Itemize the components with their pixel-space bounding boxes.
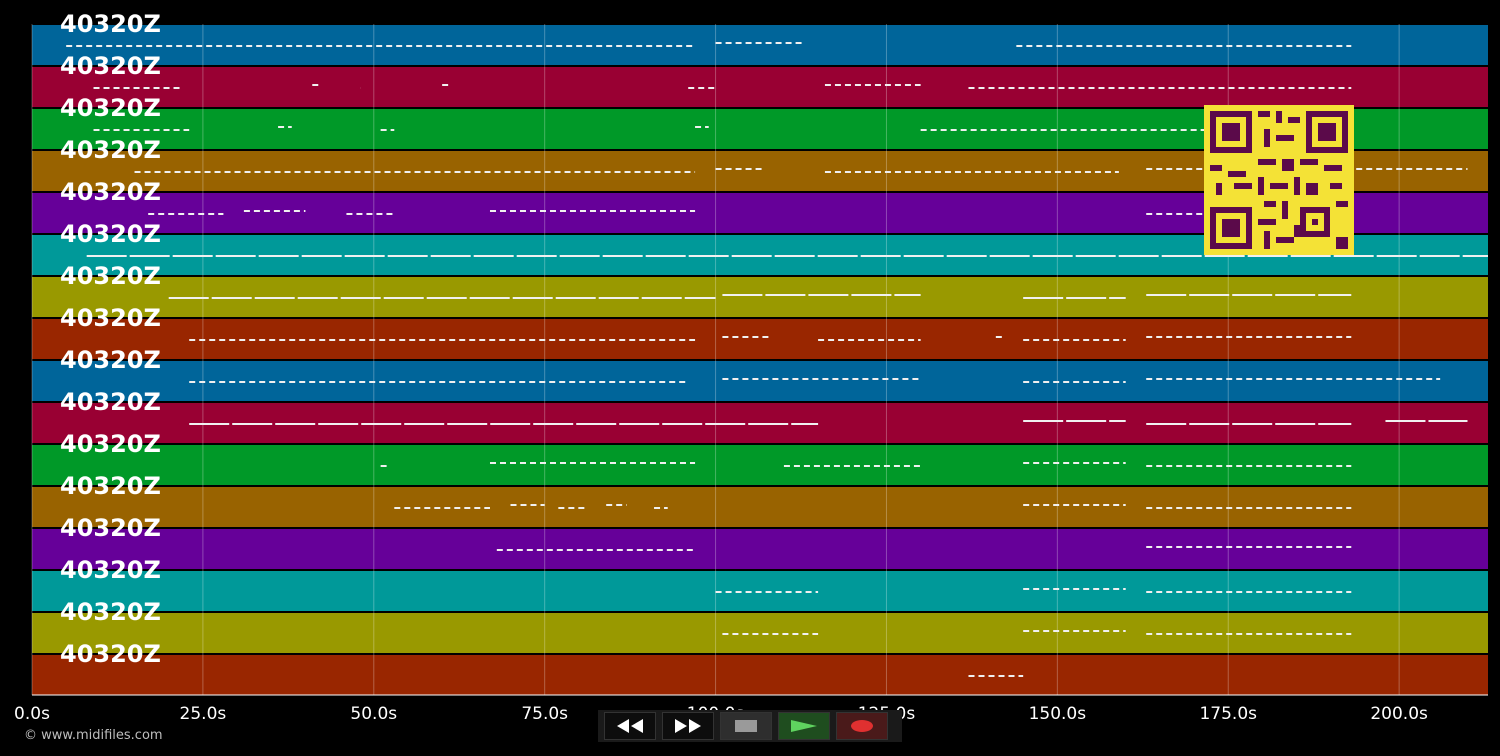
time-tick-label: 0.0s [14, 704, 50, 724]
time-tick-label: 50.0s [350, 704, 398, 724]
time-tick-label: 75.0s [521, 704, 569, 724]
rewind-icon [617, 719, 643, 733]
stop-icon [735, 720, 757, 732]
play-icon [791, 720, 817, 732]
qr-code [1204, 105, 1354, 255]
track-lane [32, 67, 1488, 107]
track-label: 40320Z [60, 598, 161, 626]
transport-controls [598, 710, 902, 742]
track-label: 40320Z [60, 52, 161, 80]
track-label: 40320Z [60, 640, 161, 668]
track-label: 40320Z [60, 556, 161, 584]
track-label: 40320Z [60, 430, 161, 458]
time-tick-label: 175.0s [1199, 704, 1257, 724]
track-lane [32, 487, 1488, 527]
track-label: 40320Z [60, 136, 161, 164]
qr-code-image [1210, 111, 1348, 249]
track-label: 40320Z [60, 388, 161, 416]
fast-forward-icon [675, 719, 701, 733]
track-label: 40320Z [60, 346, 161, 374]
track-label: 40320Z [60, 220, 161, 248]
record-icon [851, 720, 873, 732]
track-lane [32, 613, 1488, 653]
track-label: 40320Z [60, 10, 161, 38]
track-label: 40320Z [60, 262, 161, 290]
play-button[interactable] [778, 712, 830, 740]
fast-forward-button[interactable] [662, 712, 714, 740]
track-label: 40320Z [60, 178, 161, 206]
track-lane [32, 529, 1488, 569]
track-lane [32, 655, 1488, 695]
track-label: 40320Z [60, 472, 161, 500]
stop-button[interactable] [720, 712, 772, 740]
time-tick-label: 150.0s [1028, 704, 1087, 724]
track-label: 40320Z [60, 514, 161, 542]
track-label: 40320Z [60, 94, 161, 122]
record-button[interactable] [836, 712, 888, 740]
rewind-button[interactable] [604, 712, 656, 740]
track-lane [32, 445, 1488, 485]
track-lane [32, 25, 1488, 65]
time-tick-label: 25.0s [179, 704, 227, 724]
time-tick-label: 200.0s [1370, 704, 1428, 724]
track-label: 40320Z [60, 304, 161, 332]
copyright-text: © www.midifiles.com [24, 728, 163, 743]
